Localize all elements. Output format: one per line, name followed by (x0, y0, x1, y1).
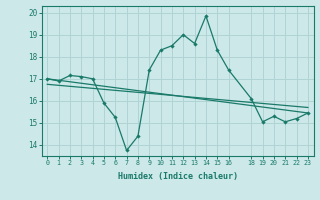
X-axis label: Humidex (Indice chaleur): Humidex (Indice chaleur) (118, 172, 237, 181)
